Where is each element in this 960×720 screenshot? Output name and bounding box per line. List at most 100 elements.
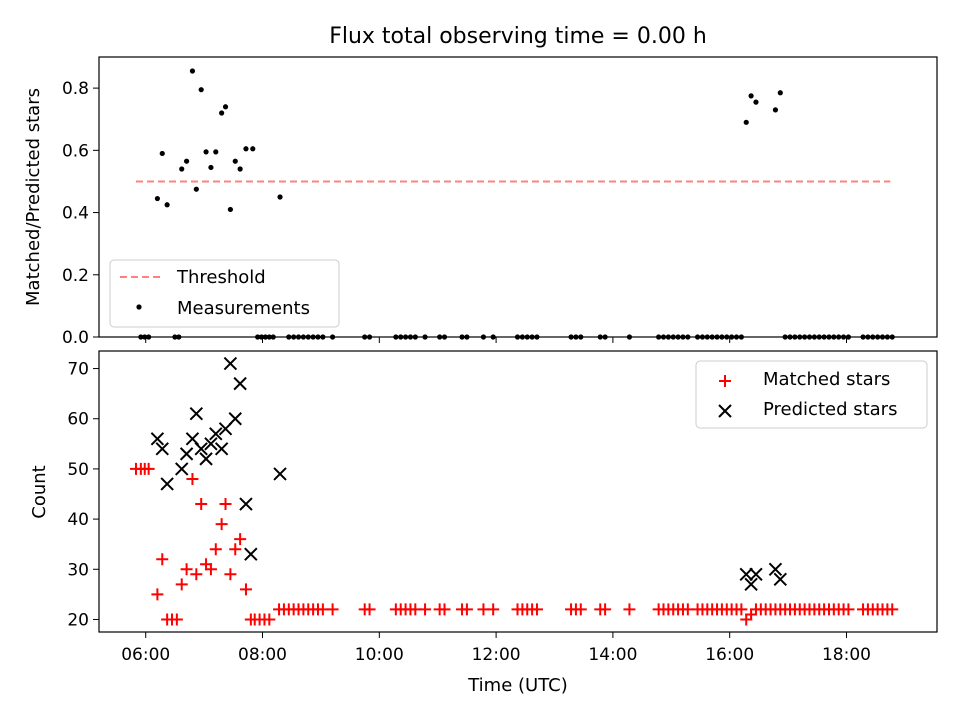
top-axes-frame: [98, 56, 938, 338]
top-x-ticks: [145, 337, 847, 343]
matched-star-point: [886, 603, 899, 616]
predicted-star-point: [214, 442, 229, 456]
matched-star-point: [239, 583, 252, 596]
predicted-star-point: [233, 376, 247, 391]
measurement-point: [183, 158, 190, 164]
predicted-star-point: [228, 412, 242, 426]
predicted-star-point: [739, 567, 753, 582]
top-legend-box: [109, 259, 340, 328]
predicted-star-point: [244, 547, 258, 561]
measurement-point: [189, 68, 196, 74]
matched-star-point: [209, 543, 222, 556]
matched-star-point: [175, 578, 188, 591]
top-y-ticks: 0.0 0.2 0.4 0.6 0.8: [62, 79, 99, 348]
matched-star-point: [363, 603, 376, 616]
predicted-star-point: [204, 437, 218, 451]
matched-star-point: [142, 462, 155, 475]
matched-star-point: [215, 518, 228, 531]
matched-star-point: [195, 498, 208, 511]
predicted-star-point: [150, 432, 165, 446]
bottom-y-tick-label: 60: [67, 410, 89, 430]
measurement-point: [237, 166, 243, 172]
matched-star-point: [419, 603, 432, 616]
measurement-point: [777, 90, 783, 96]
measurement-point: [193, 186, 199, 192]
bottom-x-ticks: 06:00 08:00 10:00 12:00 14:00 16:00 18:00: [121, 632, 871, 665]
matched-star-point: [842, 603, 855, 616]
measurement-point: [277, 194, 283, 200]
matched-star-point: [574, 603, 587, 616]
predicted-star-point: [155, 442, 169, 456]
measurement-point: [250, 146, 256, 152]
predicted-star-point: [239, 497, 253, 511]
x-axis-label: Time (UTC): [467, 675, 568, 696]
top-y-tick-label: 0.2: [62, 266, 89, 286]
measurement-point: [743, 119, 749, 125]
measurement-point: [198, 87, 204, 93]
predicted-star-point: [160, 477, 174, 491]
predicted-star-point: [194, 442, 208, 456]
matched-star-point: [263, 613, 276, 626]
matched-star-point: [326, 603, 339, 616]
predicted-star-point: [273, 467, 287, 481]
measurements-legend-swatch: [136, 304, 142, 310]
bottom-legend: Matched stars Predicted stars: [695, 360, 928, 429]
threshold-legend-label: Threshold: [176, 267, 266, 288]
matched-star-point: [186, 472, 199, 485]
measurement-point: [753, 99, 759, 105]
matched-star-point: [460, 603, 473, 616]
matched-star-point: [219, 498, 232, 511]
bottom-y-axis-label: Count: [29, 465, 50, 518]
bottom-y-tick-label: 70: [67, 360, 89, 380]
measurement-point: [159, 150, 165, 157]
predicted-legend-label: Predicted stars: [763, 399, 897, 420]
measurement-point: [208, 164, 214, 171]
bottom-x-tick-label: 14:00: [588, 645, 637, 665]
predicted-star-point: [175, 462, 189, 476]
matched-star-point: [623, 603, 636, 616]
bottom-legend-box: [695, 360, 928, 429]
measurement-point: [222, 104, 229, 110]
bottom-axes-frame: [98, 350, 938, 633]
measurement-point: [772, 107, 779, 113]
bottom-x-tick-label: 16:00: [705, 645, 754, 665]
predicted-star-point: [768, 562, 783, 576]
matched-legend-label: Matched stars: [763, 369, 890, 390]
measurement-point: [243, 146, 249, 152]
bottom-marks: [129, 356, 899, 626]
measurement-point: [213, 149, 219, 155]
chart-title: Flux total observing time = 0.00 h: [329, 24, 707, 49]
predicted-legend-swatch: [718, 404, 732, 418]
bottom-x-tick-label: 10:00: [355, 645, 404, 665]
bottom-x-tick-label: 08:00: [238, 645, 287, 665]
bottom-x-tick-label: 06:00: [121, 645, 170, 665]
measurement-point: [203, 149, 209, 155]
top-y-tick-label: 0.0: [62, 328, 89, 348]
measurement-point: [232, 158, 238, 164]
predicted-star-point: [744, 577, 758, 592]
measurement-point: [164, 202, 170, 208]
matched-star-point: [438, 603, 451, 616]
top-y-tick-label: 0.4: [62, 204, 89, 224]
top-y-tick-label: 0.8: [62, 79, 89, 99]
bottom-y-tick-label: 50: [67, 460, 89, 480]
bottom-x-tick-label: 18:00: [822, 645, 871, 665]
top-panel: 0.00.20.40.60.8 Matched/Predicted stars …: [23, 56, 938, 348]
matched-star-point: [170, 613, 183, 626]
matched-legend-swatch: [719, 375, 731, 387]
predicted-star-point: [749, 567, 763, 582]
top-legend: Threshold Measurements: [109, 259, 340, 328]
bottom-panel: 20 30 40 50 60 70 06:00 08:00 10:00 12:00 14:00 16…: [29, 350, 938, 696]
predicted-star-point: [179, 447, 194, 461]
predicted-star-point: [223, 356, 238, 371]
predicted-star-point: [199, 452, 213, 466]
measurement-point: [179, 166, 185, 172]
matched-star-point: [204, 563, 217, 576]
matched-star-point: [487, 603, 500, 616]
matched-star-point: [599, 603, 612, 616]
matched-star-point: [234, 533, 247, 546]
bottom-y-tick-label: 40: [67, 510, 89, 530]
top-y-axis-label: Matched/Predicted stars: [23, 88, 44, 306]
bottom-y-tick-label: 20: [67, 610, 89, 630]
